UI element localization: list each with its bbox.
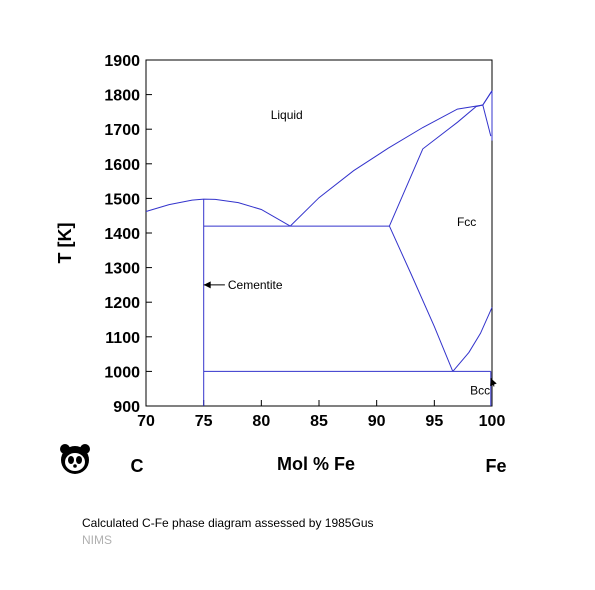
x-tick-label: 90 (368, 413, 386, 430)
y-tick-label: 1400 (104, 226, 140, 243)
y-tick-label: 1200 (104, 295, 140, 312)
y-axis-title: T [K] (55, 223, 75, 264)
phase-boundary-line (145, 198, 291, 227)
y-tick-label: 900 (113, 399, 140, 416)
figure-caption: Calculated C-Fe phase diagram assessed b… (82, 516, 374, 530)
y-tick-label: 1900 (104, 53, 140, 70)
y-tick-label: 1700 (104, 122, 140, 139)
y-tick-label: 1000 (104, 364, 140, 381)
x-tick-label: 100 (479, 413, 506, 430)
left-element-label: C (131, 456, 144, 476)
right-element-label: Fe (485, 456, 506, 476)
phase-boundary-line (388, 225, 454, 372)
phase-boundary-line (482, 104, 492, 137)
y-tick-label: 1800 (104, 88, 140, 105)
source-label: NIMS (82, 533, 112, 547)
x-tick-label: 80 (252, 413, 270, 430)
x-tick-label: 75 (195, 413, 213, 430)
x-tick-label: 85 (310, 413, 328, 430)
panda-icon (60, 444, 90, 474)
region-label: Fcc (457, 215, 476, 229)
annotation-label: Cementite (228, 278, 283, 292)
phase-boundary-line (289, 90, 493, 227)
annotation-label: Bcc (470, 383, 490, 397)
phase-boundary-line (452, 307, 493, 372)
region-label: Liquid (271, 108, 303, 122)
y-tick-label: 1300 (104, 261, 140, 278)
y-tick-label: 1100 (105, 330, 140, 347)
x-axis-title: Mol % Fe (277, 454, 355, 474)
plot-frame (145, 59, 493, 407)
phase-boundary-line (482, 90, 493, 106)
x-tick-label: 95 (425, 413, 443, 430)
y-tick-label: 1500 (104, 191, 140, 208)
x-tick-label: 70 (137, 413, 155, 430)
annotation-arrow-head (490, 378, 497, 387)
y-tick-label: 1600 (104, 157, 140, 174)
annotation-arrow-head (203, 281, 211, 289)
phase-boundary-line (388, 104, 483, 227)
